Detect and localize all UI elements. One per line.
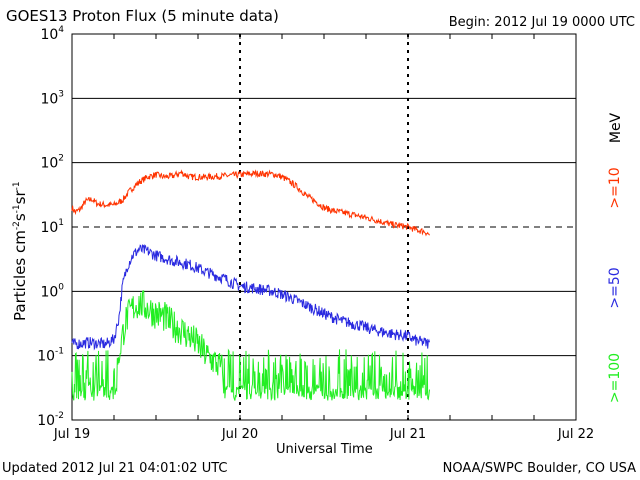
gridlines [72, 34, 576, 420]
x-axis-label: Universal Time [276, 442, 373, 457]
y-label-exp1: -2 [12, 221, 22, 231]
y-label-exp3: -1 [12, 181, 22, 191]
chart-title: GOES13 Proton Flux (5 minute data) [6, 7, 279, 25]
series-line-2 [71, 290, 430, 402]
x-axis-ticks: Jul 19 Jul 20 Jul 21 Jul 22 [53, 34, 594, 442]
legend-ge50: >=50 [607, 267, 623, 309]
data-source: NOAA/SWPC Boulder, CO USA [442, 461, 636, 476]
y-tick-label: 10-1 [37, 347, 64, 365]
x-tick-label: Jul 21 [389, 427, 426, 442]
y-axis-label: Particles cm-2s-1sr-1 [11, 161, 29, 321]
y-label-exp2: -1 [12, 204, 22, 214]
series-line-0 [71, 169, 430, 237]
series-group [71, 169, 430, 402]
y-label-base: Particles cm [11, 230, 29, 321]
x-tick-label: Jul 22 [557, 427, 594, 442]
legend-ge100: >=100 [607, 352, 623, 404]
x-tick-label: Jul 20 [221, 427, 258, 442]
y-tick-label: 104 [40, 25, 64, 43]
y-tick-label: 101 [40, 218, 64, 236]
legend-ge10: >=10 [607, 167, 623, 209]
series-line-1 [71, 244, 430, 351]
y-tick-label: 103 [40, 89, 64, 107]
plot-frame [71, 33, 577, 421]
x-tick-label: Jul 19 [53, 427, 90, 442]
y-tick-label: 100 [40, 282, 64, 300]
y-axis-ticks: 104 103 102 101 100 10-1 10-2 [37, 25, 64, 429]
y-label-s: s [11, 213, 29, 222]
y-label-sr: sr [11, 190, 29, 205]
legend-mev-unit: MeV [608, 112, 624, 144]
begin-date: Begin: 2012 Jul 19 0000 UTC [448, 15, 635, 30]
y-tick-label: 10-2 [37, 411, 64, 429]
y-tick-label: 102 [40, 154, 64, 172]
updated-timestamp: Updated 2012 Jul 21 04:01:02 UTC [2, 461, 228, 476]
